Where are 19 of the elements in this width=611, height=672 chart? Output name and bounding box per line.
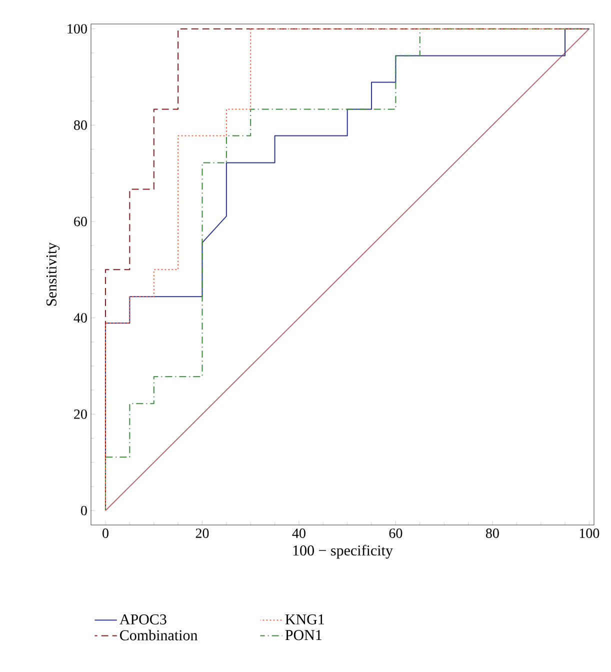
- x-tick-label: 80: [486, 528, 499, 538]
- legend-label: PON1: [285, 630, 322, 640]
- x-axis-title: 100 − specificity: [293, 544, 393, 559]
- legend-label: APOC3: [120, 614, 166, 624]
- x-tick-label: 40: [292, 528, 306, 538]
- y-tick-label: 0: [81, 506, 87, 516]
- y-tick-label: 60: [74, 216, 87, 226]
- y-axis-title: Sensitivity: [46, 242, 60, 306]
- y-tick-label: 100: [68, 24, 87, 34]
- y-tick-label: 80: [74, 120, 87, 130]
- y-tick-label: 40: [74, 313, 87, 323]
- line-series: [105, 28, 590, 512]
- x-tick-label: 20: [196, 528, 209, 538]
- x-tick-label: 0: [102, 528, 108, 538]
- y-tick-label: 20: [74, 409, 87, 419]
- legend-label: Combination: [120, 630, 198, 640]
- x-tick-label: 100: [580, 528, 600, 538]
- legend-label: KNG1: [285, 614, 324, 624]
- x-tick-label: 60: [389, 528, 402, 538]
